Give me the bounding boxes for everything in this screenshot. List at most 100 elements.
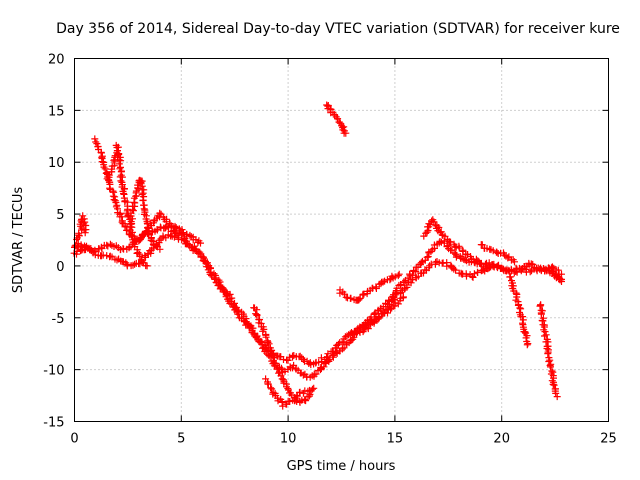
x-tick-label: 5 [177, 432, 185, 447]
data-point [366, 320, 374, 328]
data-point [304, 387, 312, 395]
data-point [296, 352, 304, 360]
data-point [538, 317, 546, 324]
data-point [426, 262, 434, 270]
data-point [334, 340, 342, 348]
y-tick-label: 0 [56, 260, 64, 275]
data-point [329, 352, 337, 359]
data-point [155, 236, 163, 244]
data-point [332, 348, 340, 356]
y-tick-label: -15 [43, 416, 64, 431]
x-tick-label: 15 [387, 432, 404, 447]
data-point [140, 201, 147, 209]
data-point [458, 254, 466, 262]
data-point [271, 354, 278, 362]
data-point [334, 115, 342, 123]
y-axis-label: SDTVAR / TECUs [11, 187, 26, 294]
data-point [403, 281, 411, 289]
series-trace-g [250, 304, 318, 406]
data-point [156, 245, 164, 253]
series-trace-e [127, 176, 164, 253]
data-point [298, 354, 306, 362]
data-point [284, 385, 292, 392]
data-point [355, 296, 363, 304]
data-point [183, 230, 191, 238]
chart-title: Day 356 of 2014, Sidereal Day-to-day VTE… [56, 21, 620, 37]
data-point [544, 350, 552, 358]
x-tick-label: 0 [70, 432, 78, 447]
data-point [199, 257, 207, 265]
data-point [244, 321, 252, 329]
y-tick-label: 5 [56, 208, 64, 223]
data-point [259, 327, 267, 335]
data-point [558, 278, 565, 285]
data-point [335, 118, 343, 126]
data-point [399, 293, 407, 301]
y-tick-labels: -15 -10 -5 0 5 10 15 20 [43, 53, 64, 431]
data-point [537, 310, 545, 318]
data-point [284, 356, 292, 364]
data-point [207, 268, 215, 276]
data-point [548, 377, 556, 385]
data-point [341, 290, 348, 298]
data-points [70, 101, 565, 410]
data-point [272, 359, 280, 367]
data-point [519, 313, 527, 321]
data-point [217, 282, 225, 290]
series-trace-o [536, 301, 561, 401]
data-point [529, 260, 537, 268]
data-point [435, 224, 443, 231]
x-tick-label: 20 [493, 432, 510, 447]
data-point [122, 259, 130, 267]
plot-frame [74, 58, 609, 422]
data-point [82, 246, 89, 254]
data-point [391, 273, 399, 281]
data-point [493, 248, 501, 256]
data-point [490, 263, 498, 271]
data-point [262, 333, 270, 341]
series-trace-i [323, 101, 350, 137]
data-point [276, 368, 283, 376]
data-point [118, 218, 126, 226]
data-point [268, 385, 276, 393]
data-point [216, 278, 224, 286]
data-point [289, 364, 297, 372]
data-point [106, 252, 114, 260]
series-trace-m [477, 241, 518, 266]
data-point [315, 358, 323, 366]
y-tick-label: 15 [48, 104, 65, 119]
data-point [302, 397, 310, 405]
data-point [138, 258, 146, 266]
data-point [469, 273, 477, 281]
y-tick-label: -10 [43, 364, 64, 379]
data-point [526, 268, 534, 276]
data-point [521, 328, 529, 336]
axis-ticks [74, 58, 609, 422]
data-point [511, 258, 518, 266]
data-point [306, 386, 313, 394]
data-point [134, 249, 142, 257]
data-point [249, 324, 257, 332]
data-point [320, 363, 328, 371]
data-point [143, 262, 151, 270]
data-point [417, 259, 425, 267]
data-point [489, 247, 497, 255]
data-point [513, 293, 521, 301]
data-point [91, 135, 99, 143]
data-point [517, 305, 525, 313]
data-point [268, 350, 275, 358]
data-point [257, 337, 265, 345]
series-trace-b [70, 231, 565, 381]
data-point [329, 353, 337, 361]
series-trace-k [348, 293, 407, 336]
data-point [117, 177, 125, 185]
series-trace-h [262, 375, 313, 410]
data-point [554, 266, 562, 274]
data-point [512, 289, 520, 297]
data-point [293, 392, 301, 400]
x-tick-label: 10 [280, 432, 297, 447]
data-point [234, 306, 242, 314]
data-point [342, 129, 350, 137]
x-axis-label: GPS time / hours [287, 459, 396, 474]
data-point [92, 138, 100, 146]
